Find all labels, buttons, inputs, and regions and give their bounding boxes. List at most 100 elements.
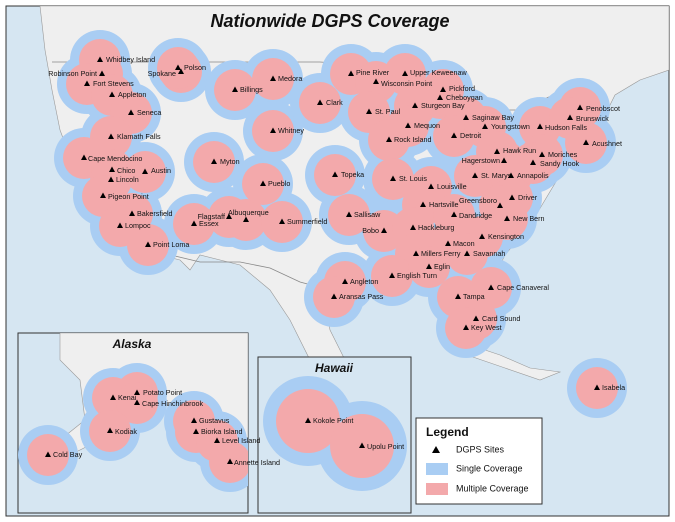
site-marker bbox=[577, 104, 583, 110]
site-marker bbox=[305, 417, 311, 423]
site-marker bbox=[226, 213, 232, 219]
site-marker bbox=[402, 70, 408, 76]
site-label: Robinson Point bbox=[48, 69, 97, 78]
site-marker bbox=[539, 151, 545, 157]
site-marker bbox=[386, 136, 392, 142]
site-marker bbox=[451, 132, 457, 138]
site-label: Spokane bbox=[148, 69, 176, 78]
site-label: Biorka Island bbox=[201, 427, 243, 436]
site-label: Tampa bbox=[463, 292, 485, 301]
site-label: Louisville bbox=[437, 182, 467, 191]
site-marker bbox=[342, 278, 348, 284]
site-label: Polson bbox=[184, 63, 206, 72]
site-label: Kokole Point bbox=[313, 416, 353, 425]
site-marker bbox=[482, 123, 488, 129]
site-marker bbox=[279, 218, 285, 224]
site-marker bbox=[178, 68, 184, 74]
site-marker bbox=[227, 458, 233, 464]
site-label: Kenai bbox=[118, 393, 137, 402]
site-label: Sallisaw bbox=[354, 210, 381, 219]
legend-site-symbol bbox=[432, 446, 440, 453]
site-marker bbox=[472, 172, 478, 178]
site-label: Saginaw Bay bbox=[472, 113, 514, 122]
site-marker bbox=[193, 428, 199, 434]
site-marker bbox=[567, 114, 573, 120]
site-label: Eglin bbox=[434, 262, 450, 271]
site-label: Hackleburg bbox=[418, 223, 454, 232]
site-marker bbox=[494, 148, 500, 154]
site-marker bbox=[317, 99, 323, 105]
legend-title: Legend bbox=[426, 425, 469, 439]
site-label: Myton bbox=[220, 157, 240, 166]
site-marker bbox=[243, 216, 249, 222]
site-marker bbox=[497, 202, 503, 208]
site-marker bbox=[389, 272, 395, 278]
site-marker bbox=[366, 108, 372, 114]
site-marker bbox=[110, 394, 116, 400]
site-label: Point Loma bbox=[153, 240, 189, 249]
site-label: New Bern bbox=[513, 214, 545, 223]
site-label: Bobo bbox=[362, 226, 379, 235]
site-marker bbox=[191, 417, 197, 423]
site-label: Medora bbox=[278, 74, 302, 83]
site-label: Potato Point bbox=[143, 388, 182, 397]
site-label: Pine River bbox=[356, 68, 390, 77]
legend-label: DGPS Sites bbox=[456, 444, 505, 454]
site-marker bbox=[473, 315, 479, 321]
site-label: Whitney bbox=[278, 126, 304, 135]
site-label: Hudson Falls bbox=[545, 123, 587, 132]
site-label: Gustavus bbox=[199, 416, 230, 425]
site-marker bbox=[420, 201, 426, 207]
site-marker bbox=[479, 233, 485, 239]
site-marker bbox=[84, 80, 90, 86]
site-label: Youngstown bbox=[491, 122, 530, 131]
site-label: Angleton bbox=[350, 277, 378, 286]
site-marker bbox=[359, 442, 365, 448]
site-label: English Turn bbox=[397, 271, 437, 280]
site-marker bbox=[410, 224, 416, 230]
site-marker bbox=[97, 56, 103, 62]
site-marker bbox=[426, 263, 432, 269]
map-title: Nationwide DGPS Coverage bbox=[210, 11, 449, 31]
inset-title: Hawaii bbox=[315, 361, 354, 375]
site-marker bbox=[108, 176, 114, 182]
site-label: Kensington bbox=[488, 232, 524, 241]
site-label: Chico bbox=[117, 166, 135, 175]
site-label: Flagstaff bbox=[198, 212, 225, 221]
site-label: Moriches bbox=[548, 150, 578, 159]
site-label: Cape Mendocino bbox=[88, 154, 142, 163]
site-label: Pickford bbox=[449, 84, 475, 93]
site-marker bbox=[509, 194, 515, 200]
site-marker bbox=[45, 451, 51, 457]
site-label: Klamath Falls bbox=[117, 132, 161, 141]
site-label: Topeka bbox=[341, 170, 364, 179]
site-label: Sturgeon Bay bbox=[421, 101, 465, 110]
site-label: Acushnet bbox=[592, 139, 622, 148]
site-label: Cape Canaveral bbox=[497, 283, 549, 292]
site-label: Austin bbox=[151, 166, 171, 175]
site-label: St. Paul bbox=[375, 107, 401, 116]
site-marker bbox=[108, 133, 114, 139]
site-label: Key West bbox=[471, 323, 502, 332]
site-marker bbox=[583, 139, 589, 145]
site-marker bbox=[270, 75, 276, 81]
site-marker bbox=[504, 215, 510, 221]
site-label: Brunswick bbox=[576, 114, 609, 123]
site-label: Rock Island bbox=[394, 135, 432, 144]
site-label: Upolu Point bbox=[367, 442, 404, 451]
site-label: Savannah bbox=[473, 249, 505, 258]
site-label: Kodiak bbox=[115, 427, 137, 436]
site-marker bbox=[455, 293, 461, 299]
site-label: Appleton bbox=[118, 90, 146, 99]
site-label: Hawk Run bbox=[503, 146, 536, 155]
site-label: Dandridge bbox=[459, 211, 492, 220]
site-marker bbox=[211, 158, 217, 164]
site-label: Detroit bbox=[460, 131, 481, 140]
site-marker bbox=[348, 70, 354, 76]
legend-single-swatch bbox=[426, 463, 448, 475]
site-marker bbox=[191, 220, 197, 226]
site-label: Whidbey Island bbox=[106, 55, 155, 64]
site-marker bbox=[437, 94, 443, 100]
site-marker bbox=[214, 437, 220, 443]
site-label: St. Marys bbox=[481, 171, 512, 180]
